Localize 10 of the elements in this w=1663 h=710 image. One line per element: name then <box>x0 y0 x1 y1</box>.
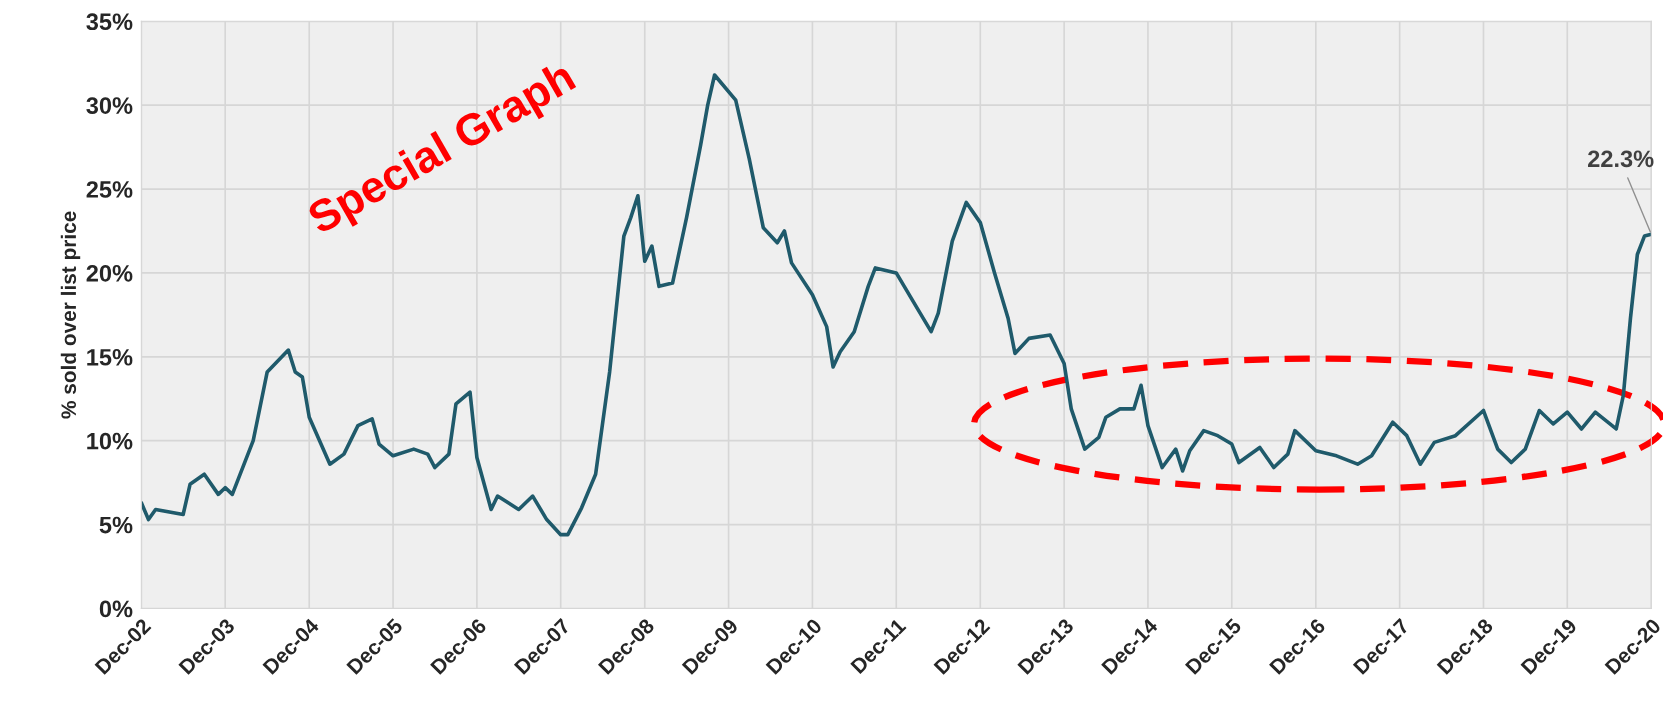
y-tick-label: 0% <box>99 600 133 618</box>
y-tick-label: 20% <box>86 265 133 282</box>
y-tick-label: 15% <box>87 348 133 366</box>
y-tick-label: 35% <box>86 13 133 31</box>
y-axis-title: % sold over list price <box>60 211 81 419</box>
y-tick-label: 10% <box>87 432 133 450</box>
annotation: 22.3% <box>1588 150 1654 168</box>
y-tick-label: 5% <box>99 516 133 534</box>
y-tick-label: 30% <box>86 97 133 114</box>
y-tick-label: 25% <box>86 181 133 198</box>
